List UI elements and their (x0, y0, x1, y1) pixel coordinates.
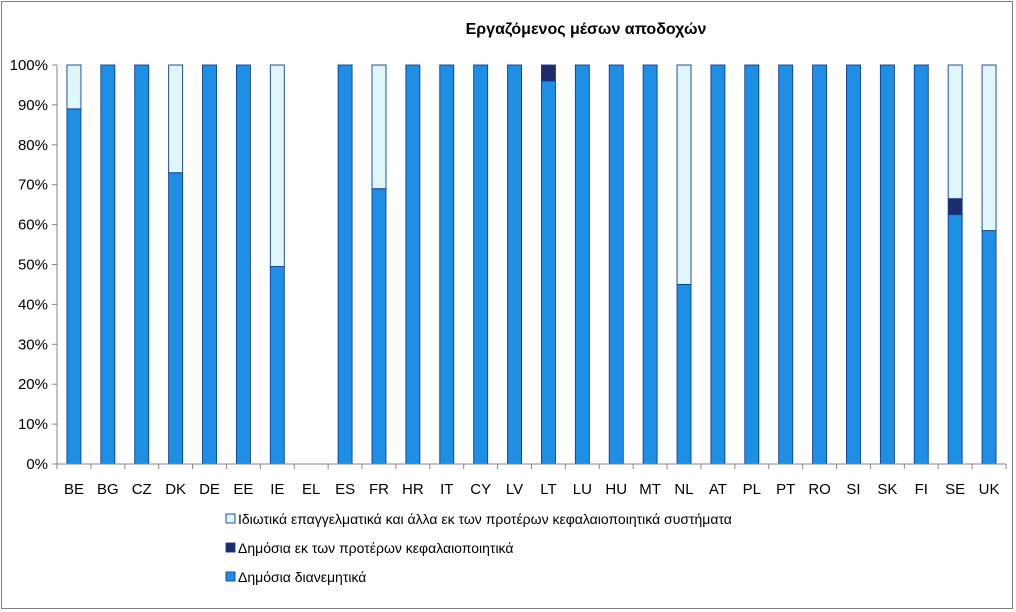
bar-be-series-2 (66, 64, 82, 110)
y-tick-label: 10% (18, 416, 48, 433)
x-tick-label: PL (743, 481, 761, 498)
x-tick-label: RO (808, 481, 831, 498)
bar-se-series-0 (947, 214, 963, 465)
legend-label: Δημόσια εκ των προτέρων κεφαλαιοποιητικά (238, 540, 513, 556)
bar-pt-series-0 (778, 64, 794, 465)
legend-label: Δημόσια διανεμητικά (238, 569, 366, 585)
bar-cy-series-0 (473, 64, 489, 465)
x-tick-label: IT (440, 481, 453, 498)
y-tick-label: 70% (18, 177, 48, 194)
bar-lu-series-0 (574, 64, 590, 465)
x-tick-label: AT (709, 481, 727, 498)
x-tick-label: CZ (132, 481, 152, 498)
bar-lt-series-0 (541, 80, 556, 465)
bar-se-series-1 (947, 198, 963, 216)
x-tick-label: LT (540, 481, 556, 498)
bar-uk-series-2 (981, 64, 997, 232)
bar-si-series-0 (846, 64, 861, 465)
bar-lv-series-0 (507, 64, 522, 465)
bar-es-series-0 (337, 64, 353, 465)
bar-ie-series-0 (269, 266, 285, 465)
legend-swatch (225, 571, 236, 582)
plot-axes (52, 64, 1007, 469)
bar-fi-series-0 (913, 64, 929, 465)
chart-title: Εργαζόμενος μέσων αποδοχών (466, 21, 707, 38)
legend-swatch (225, 513, 236, 524)
bar-cz-series-0 (134, 64, 150, 465)
y-tick-label: 90% (18, 97, 48, 114)
x-tick-label: EL (302, 481, 320, 498)
bar-ro-series-0 (812, 64, 828, 465)
legend-swatch (225, 542, 236, 553)
bar-ee-series-0 (235, 64, 251, 465)
bar-sk-series-0 (879, 64, 895, 465)
plot-bars (66, 64, 997, 465)
bar-de-series-0 (202, 64, 217, 465)
x-tick-label: DK (165, 481, 186, 498)
bar-dk-series-0 (168, 172, 184, 465)
bar-uk-series-0 (981, 230, 997, 465)
x-tick-label: PT (776, 481, 795, 498)
bar-lt-series-1 (541, 64, 556, 82)
bar-pl-series-0 (744, 64, 760, 465)
bar-fr-series-2 (371, 64, 387, 190)
x-tick-label: SE (945, 481, 965, 498)
x-tick-label: LV (506, 481, 523, 498)
legend: Ιδιωτικά επαγγελματικά και άλλα εκ των π… (225, 511, 732, 585)
x-tick-label: HU (605, 481, 627, 498)
y-tick-label: 50% (18, 257, 48, 274)
x-tick-label: CY (470, 481, 491, 498)
bar-hr-series-0 (405, 64, 421, 465)
y-tick-label: 60% (18, 217, 48, 234)
bar-it-series-0 (439, 64, 455, 465)
y-tick-label: 80% (18, 137, 48, 154)
x-tick-label: HR (402, 481, 424, 498)
x-tick-label: FR (369, 481, 389, 498)
x-tick-labels: BE BG CZ DK DE EE IE EL ES FR HR IT CY LV LT LU HU MT NL AT… (64, 481, 1000, 498)
x-tick-label: ES (335, 481, 355, 498)
y-tick-label: 0% (26, 456, 48, 473)
x-tick-label: DE (199, 481, 220, 498)
x-tick-label: NL (674, 481, 693, 498)
x-tick-label: IE (270, 481, 284, 498)
bar-nl-series-0 (676, 284, 692, 465)
x-tick-label: MT (639, 481, 661, 498)
bar-fr-series-0 (371, 188, 387, 465)
x-tick-label: FI (915, 481, 928, 498)
x-tick-label: UK (979, 481, 1000, 498)
x-tick-label: EE (233, 481, 253, 498)
bar-be-series-0 (66, 108, 82, 465)
bar-ie-series-2 (269, 64, 285, 267)
bar-se-series-2 (947, 64, 963, 200)
x-tick-label: SI (846, 481, 860, 498)
y-tick-label: 20% (18, 376, 48, 393)
y-tick-label: 40% (18, 296, 48, 313)
x-tick-label: BG (97, 481, 119, 498)
legend-label: Ιδιωτικά επαγγελματικά και άλλα εκ των π… (238, 511, 732, 527)
bar-mt-series-0 (642, 64, 658, 465)
bar-at-series-0 (710, 64, 726, 465)
bar-bg-series-0 (100, 64, 116, 465)
y-tick-label: 30% (18, 336, 48, 353)
bar-nl-series-2 (676, 64, 692, 285)
x-tick-label: LU (573, 481, 592, 498)
y-tick-label: 100% (10, 57, 48, 74)
y-tick-labels: 0% 10% 20% 30% 40% 50% 60% 70% 80% 90% 100% (10, 57, 48, 473)
x-tick-label: SK (877, 481, 897, 498)
bar-dk-series-2 (168, 64, 184, 174)
bar-hu-series-0 (608, 64, 624, 465)
x-tick-label: BE (64, 481, 84, 498)
